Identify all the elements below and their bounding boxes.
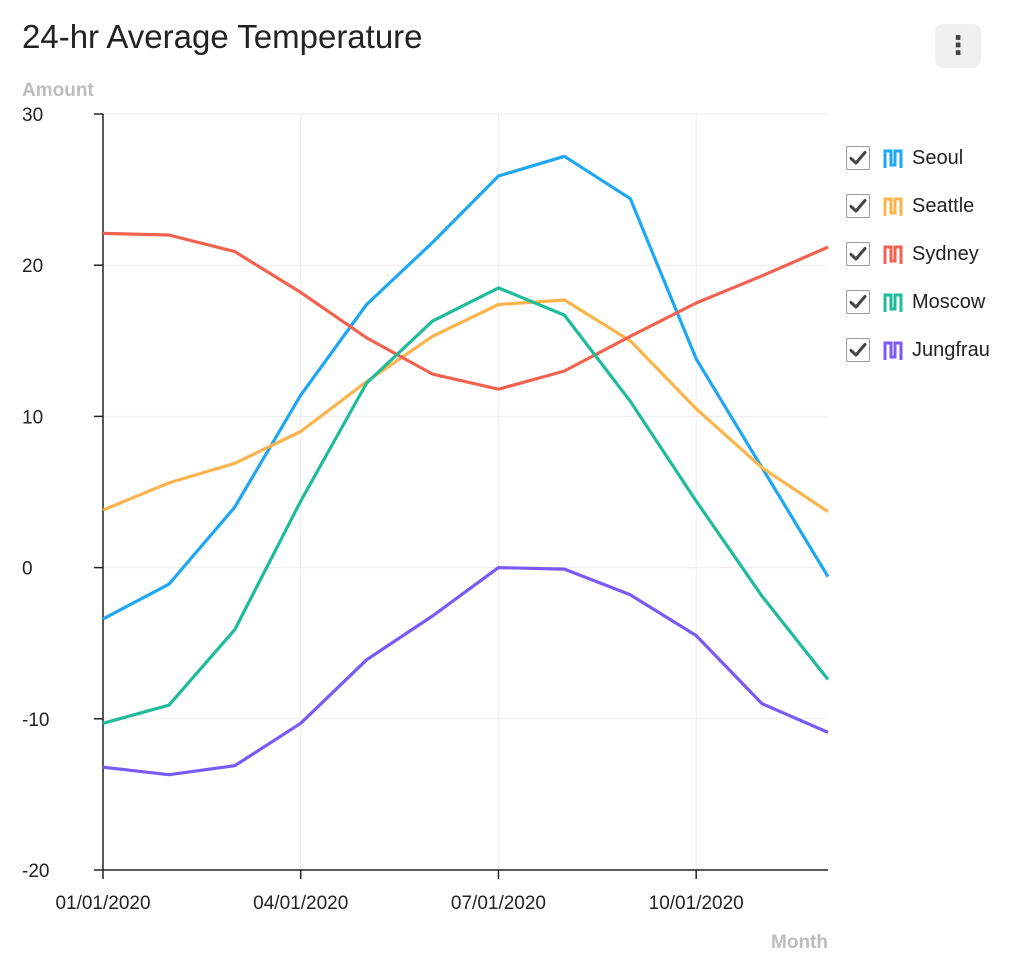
checkmark-icon <box>849 199 867 213</box>
line-series-icon <box>882 338 904 362</box>
legend-item-seattle[interactable]: Seattle <box>846 182 1011 230</box>
legend-checkbox[interactable] <box>846 194 870 218</box>
line-series-icon <box>882 146 904 170</box>
x-tick-label: 04/01/2020 <box>253 893 348 914</box>
y-axis-label: Amount <box>22 80 94 101</box>
legend-checkbox[interactable] <box>846 146 870 170</box>
checkmark-icon <box>849 295 867 309</box>
legend-item-jungfrau[interactable]: Jungfrau <box>846 326 1011 374</box>
checkmark-icon <box>849 247 867 261</box>
checkmark-icon <box>849 151 867 165</box>
series-lines <box>102 154 830 777</box>
x-axis-label: Month <box>771 932 828 953</box>
x-tick-label: 07/01/2020 <box>451 893 546 914</box>
series-line-sydney[interactable] <box>102 231 829 391</box>
legend-label: Seattle <box>912 194 975 217</box>
y-tick-label: 10 <box>22 407 43 428</box>
more-vertical-icon: ⋮ <box>945 30 971 60</box>
line-series-icon <box>882 290 904 314</box>
legend-checkbox[interactable] <box>846 338 870 362</box>
grid-lines <box>103 113 828 871</box>
legend-label: Seoul <box>912 146 964 169</box>
line-series-icon <box>882 242 904 266</box>
legend-label: Jungfrau <box>912 338 990 361</box>
legend-checkbox[interactable] <box>846 242 870 266</box>
legend: Seoul Seattle Sydney Moscow Jungfrau <box>846 134 1011 374</box>
y-tick-label: -10 <box>22 710 49 731</box>
series-line-seattle[interactable] <box>102 298 829 514</box>
y-tick-label: -20 <box>22 861 49 882</box>
more-options-button[interactable]: ⋮ <box>935 24 981 68</box>
x-tick-label: 10/01/2020 <box>649 893 744 914</box>
legend-item-moscow[interactable]: Moscow <box>846 278 1011 326</box>
legend-item-sydney[interactable]: Sydney <box>846 230 1011 278</box>
legend-label: Moscow <box>912 290 986 313</box>
y-tick-label: 0 <box>22 559 33 580</box>
checkmark-icon <box>849 343 867 357</box>
legend-checkbox[interactable] <box>846 290 870 314</box>
chart-title: 24-hr Average Temperature <box>22 18 423 55</box>
x-tick-label: 01/01/2020 <box>55 893 150 914</box>
y-tick-label: 30 <box>22 105 43 126</box>
series-line-moscow[interactable] <box>102 286 830 725</box>
legend-item-seoul[interactable]: Seoul <box>846 134 1011 182</box>
line-series-icon <box>882 194 904 218</box>
series-line-jungfrau[interactable] <box>102 565 829 777</box>
y-tick-label: 20 <box>22 256 43 277</box>
series-line-seoul[interactable] <box>102 154 830 621</box>
legend-label: Sydney <box>912 242 979 265</box>
axes: 30 20 10 0 -10 -20 01/01/2020 04/01/2020 07/01/2… <box>22 105 828 914</box>
